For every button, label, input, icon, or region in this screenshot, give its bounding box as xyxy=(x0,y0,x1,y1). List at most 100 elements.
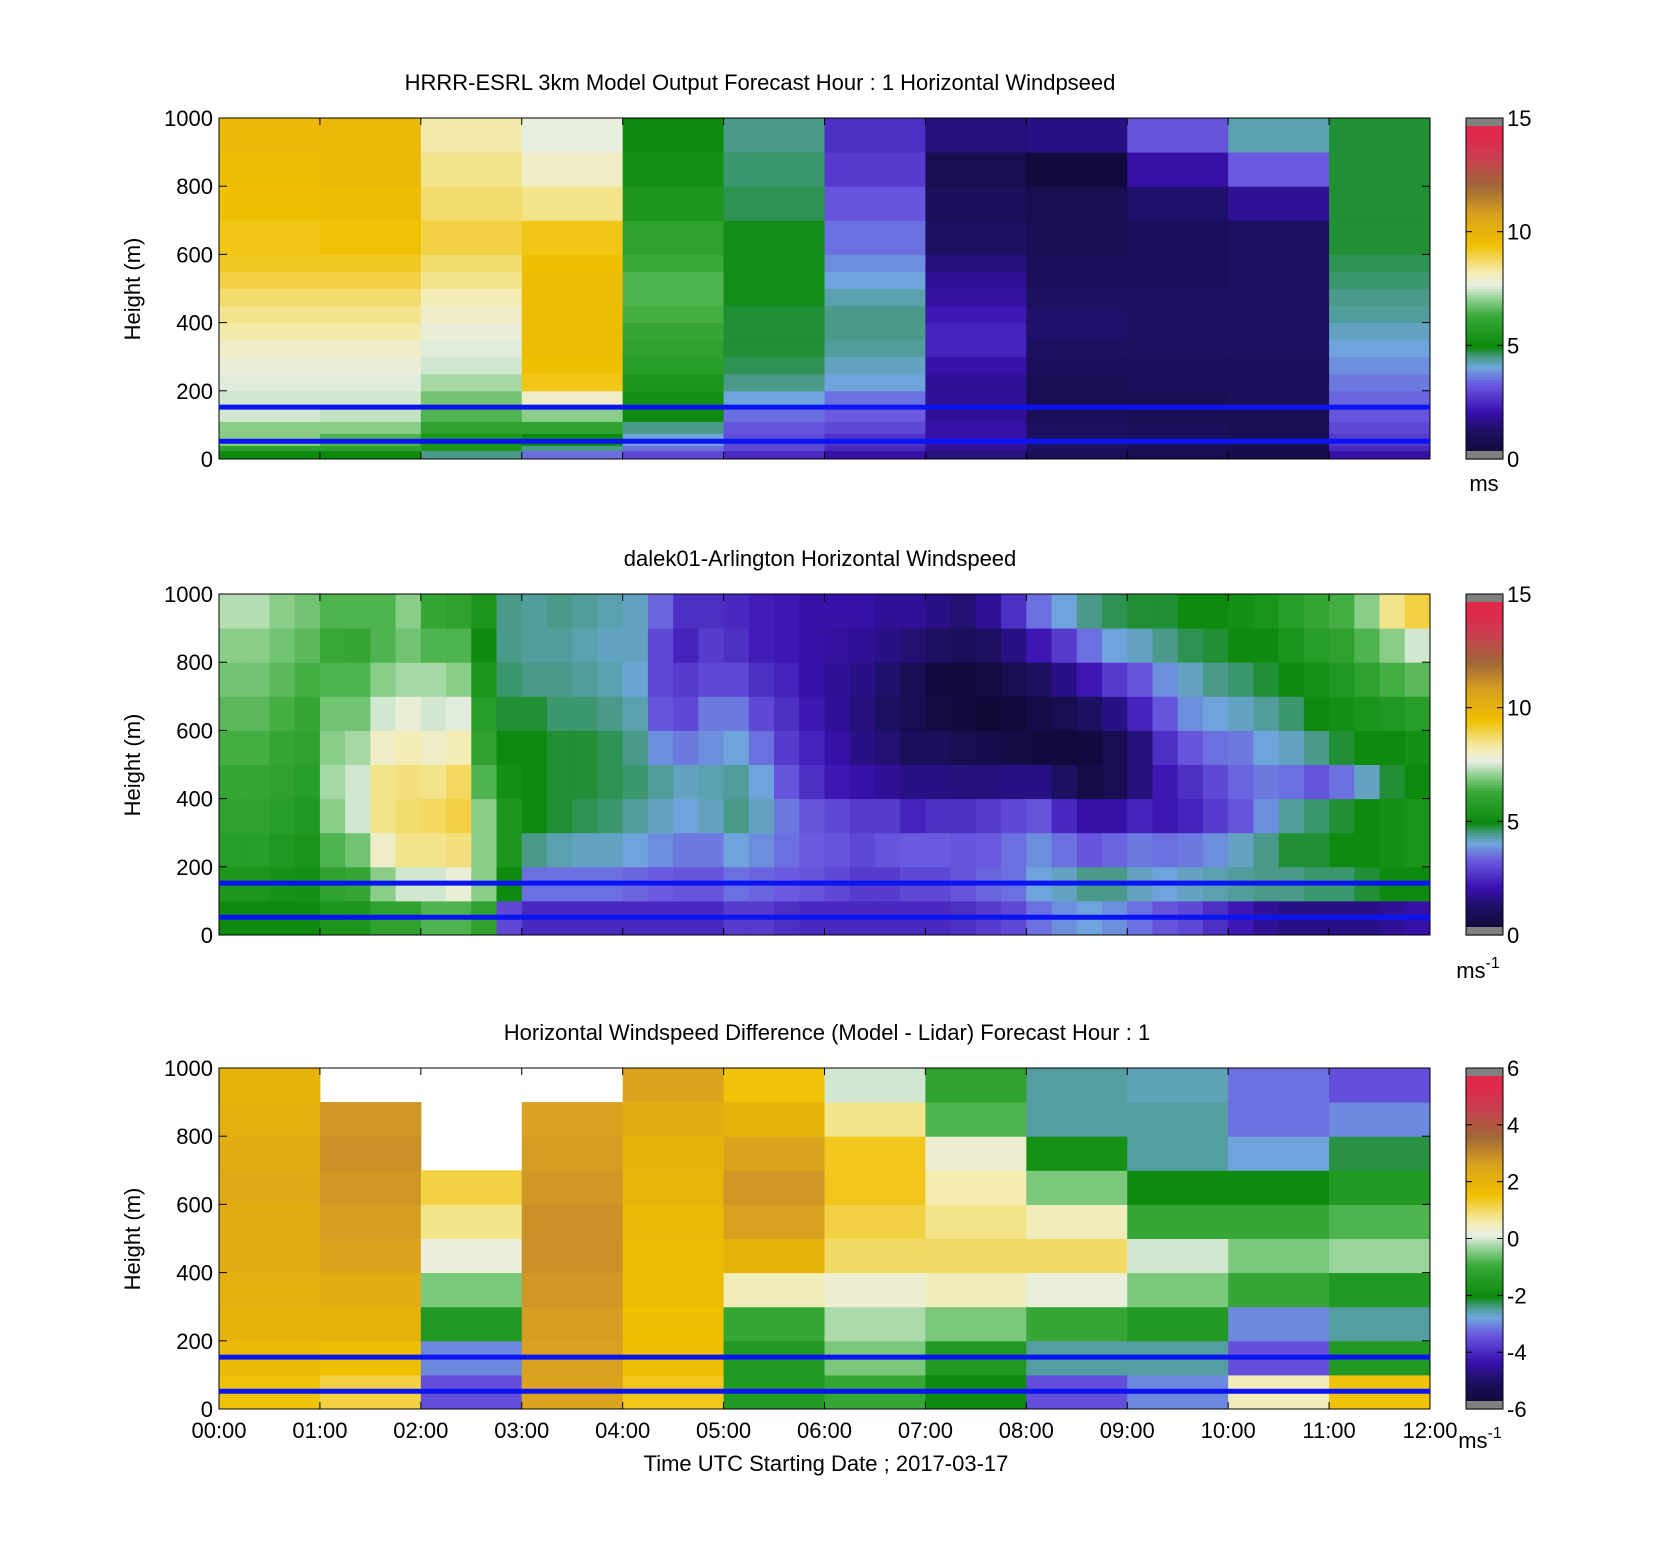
heatmap-cell xyxy=(1329,220,1431,255)
colorbar-segment xyxy=(1466,1156,1503,1160)
colorbar-segment xyxy=(1466,915,1503,919)
heatmap-cell xyxy=(1354,764,1381,800)
heatmap-cell xyxy=(824,305,926,324)
heatmap-cell xyxy=(1051,662,1078,697)
colorbar-segment xyxy=(1466,764,1503,768)
heatmap-cell xyxy=(622,152,725,187)
colorbar-segment xyxy=(1466,1235,1503,1240)
colorbar-segment xyxy=(1466,430,1503,435)
heatmap-cell xyxy=(622,1136,725,1171)
colorbar-segment xyxy=(1466,1303,1503,1308)
heatmap-cell xyxy=(1228,373,1330,392)
heatmap-cell xyxy=(219,288,321,307)
heatmap-cell xyxy=(1026,696,1053,731)
heatmap-cell xyxy=(925,1204,1027,1239)
heatmap-cell xyxy=(723,696,750,731)
y-tick-label: 200 xyxy=(176,1329,213,1354)
panel-lidar: dalek01-Arlington Horizontal Windspeed 0… xyxy=(120,546,1531,983)
y-tick-label: 800 xyxy=(176,650,213,675)
heatmap-cell xyxy=(521,594,548,629)
heatmap-cell xyxy=(925,662,952,697)
heatmap-cell xyxy=(849,696,876,731)
heatmap-cell xyxy=(1001,662,1027,697)
heatmap-cell xyxy=(900,764,926,800)
heatmap-cell xyxy=(622,254,725,272)
heatmap-cell xyxy=(1278,832,1305,868)
heatmap-cell xyxy=(647,764,674,800)
heatmap-cell xyxy=(774,594,800,629)
heatmap-cell xyxy=(1051,730,1078,765)
heatmap-cell xyxy=(1127,373,1229,392)
heatmap-cell xyxy=(975,662,1002,697)
heatmap-cell xyxy=(1404,832,1431,868)
heatmap-cell xyxy=(219,220,321,255)
colorbar-segment xyxy=(1466,416,1503,420)
colorbar-unit-exponent: -1 xyxy=(1486,955,1500,972)
heatmap-cell xyxy=(1127,445,1229,451)
heatmap-cell xyxy=(622,220,725,255)
colorbar-segment xyxy=(1466,1082,1503,1086)
heatmap-cell xyxy=(1253,832,1280,868)
heatmap-cell xyxy=(748,832,775,868)
heatmap-cell xyxy=(546,628,573,663)
colorbar-segment xyxy=(1466,1244,1503,1248)
heatmap-cell xyxy=(471,662,498,697)
heatmap-cell xyxy=(1253,628,1280,663)
colorbar-segment xyxy=(1466,200,1503,204)
heatmap-cell xyxy=(1152,798,1179,834)
heatmap-cell xyxy=(1329,305,1431,324)
heatmap-cell xyxy=(723,594,750,629)
colorbar-segment xyxy=(1466,849,1503,854)
heatmap-cell xyxy=(1127,305,1229,324)
colorbar-segment xyxy=(1466,1116,1503,1120)
colorbar-segment xyxy=(1466,1173,1503,1177)
heatmap-cell xyxy=(1127,450,1229,460)
x-tick-label: 12:00 xyxy=(1402,1418,1457,1443)
heatmap-cell xyxy=(900,730,926,765)
colorbar-segment xyxy=(1466,602,1503,606)
colorbar-segment xyxy=(1466,319,1503,324)
colorbar-segment xyxy=(1466,1102,1503,1106)
heatmap-cell xyxy=(496,628,523,663)
heatmap-cell xyxy=(1354,662,1381,697)
colorbar-segment xyxy=(1466,1181,1503,1186)
colorbar-segment xyxy=(1466,1153,1503,1157)
heatmap-cell xyxy=(1102,832,1128,868)
heatmap-cell xyxy=(319,1170,422,1205)
heatmap-cell xyxy=(900,662,926,697)
heatmap-cell xyxy=(1127,271,1229,289)
colorbar-segment xyxy=(1466,812,1503,817)
colorbar-segment xyxy=(1466,1252,1503,1257)
heatmap-cell xyxy=(1001,696,1027,731)
x-tick-label: 00:00 xyxy=(191,1418,246,1443)
colorbar-tick-label: 15 xyxy=(1507,106,1531,131)
colorbar-segment xyxy=(1466,1238,1503,1242)
colorbar-segment xyxy=(1466,262,1503,267)
colorbar-segment xyxy=(1466,245,1503,250)
heatmap-cell xyxy=(824,356,926,375)
colorbar-segment xyxy=(1466,719,1503,723)
heatmap-cell xyxy=(925,407,1027,422)
colorbar-segment xyxy=(1466,370,1503,375)
heatmap-cell xyxy=(219,628,245,663)
colorbar-segment xyxy=(1466,1158,1503,1163)
heatmap-cell xyxy=(1329,421,1431,434)
heatmap-cell xyxy=(1127,730,1153,765)
heatmap-cell xyxy=(219,390,321,409)
colorbar-segment xyxy=(1466,206,1503,210)
colorbar-segment xyxy=(1466,410,1503,415)
heatmap-cell xyxy=(572,594,598,629)
heatmap-cell xyxy=(1278,628,1305,663)
colorbar-segment xyxy=(1466,277,1503,281)
colorbar-segment xyxy=(1466,883,1503,888)
heatmap-cell xyxy=(723,339,825,358)
heatmap-cell xyxy=(824,373,926,392)
colorbar-segment xyxy=(1466,191,1503,196)
heatmap-cell xyxy=(521,730,548,765)
heatmap-cell xyxy=(1127,288,1229,307)
colorbar-segment xyxy=(1466,1247,1503,1251)
heatmap-cell xyxy=(1127,254,1229,272)
colorbar-segment xyxy=(1466,809,1503,814)
heatmap-cell xyxy=(1102,696,1128,731)
heatmap-cell xyxy=(622,118,725,153)
